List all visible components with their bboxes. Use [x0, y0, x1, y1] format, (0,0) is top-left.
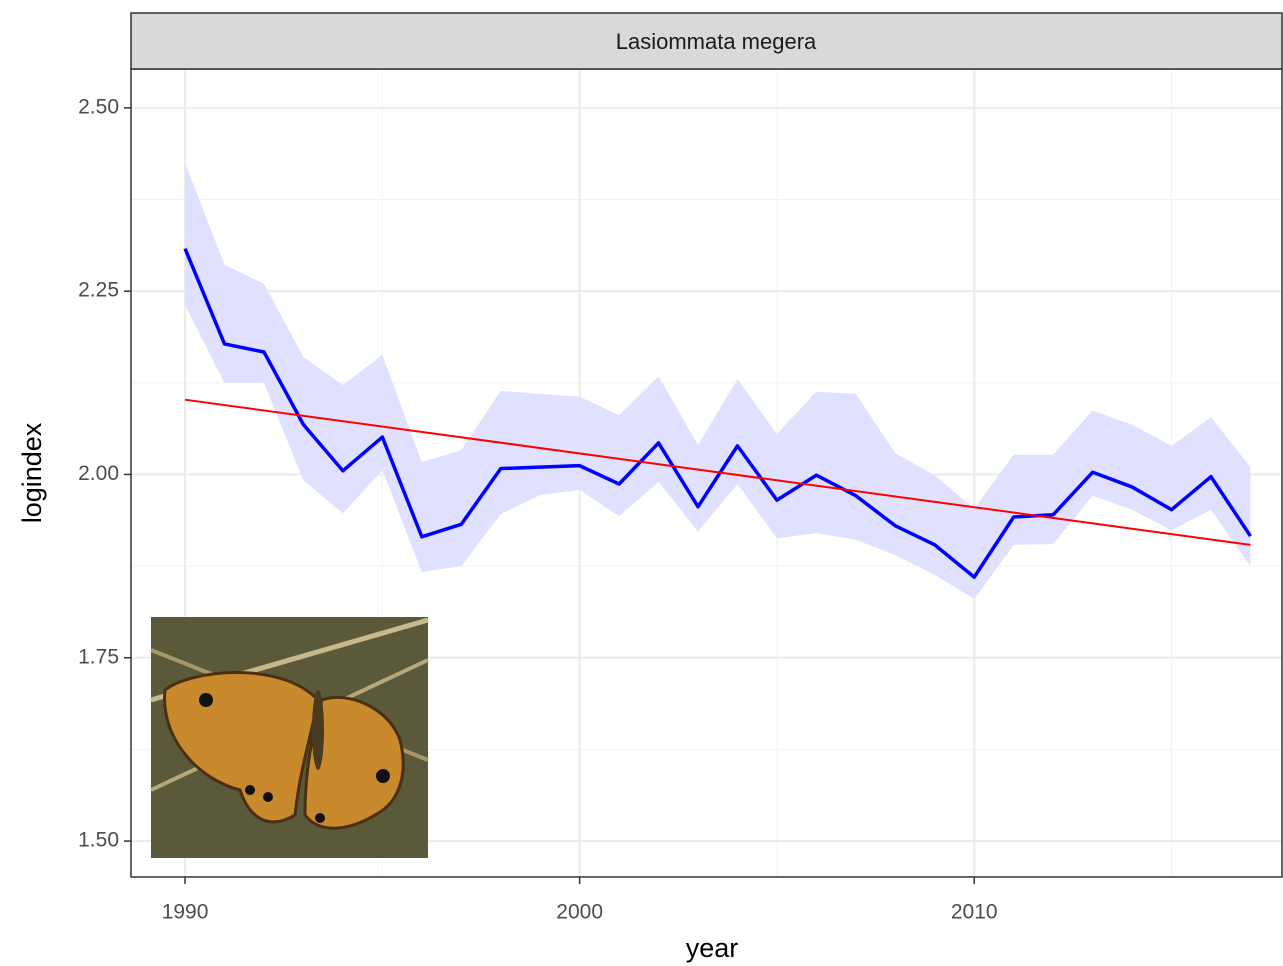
strip-title: Lasiommata megera	[616, 29, 817, 54]
x-tick-label: 2000	[556, 901, 603, 924]
y-tick-label: 2.25	[78, 279, 119, 302]
x-axis-label: year	[686, 933, 739, 963]
y-tick-label: 2.50	[78, 95, 119, 118]
eyespot	[263, 792, 273, 802]
y-tick-label: 1.75	[78, 645, 119, 668]
y-tick-label: 2.00	[78, 462, 119, 485]
y-axis-label: logindex	[17, 422, 47, 523]
body	[312, 690, 324, 770]
x-tick-label: 2010	[951, 901, 998, 924]
x-tick-label: 1990	[162, 901, 209, 924]
eyespot	[245, 785, 255, 795]
eyespot	[199, 693, 213, 707]
y-tick-label: 1.50	[78, 829, 119, 852]
chart: Lasiommata megera year logindex 1990 2000…	[0, 0, 1283, 966]
eyespot	[376, 769, 390, 783]
butterfly-photo	[151, 617, 428, 858]
eyespot	[315, 813, 325, 823]
